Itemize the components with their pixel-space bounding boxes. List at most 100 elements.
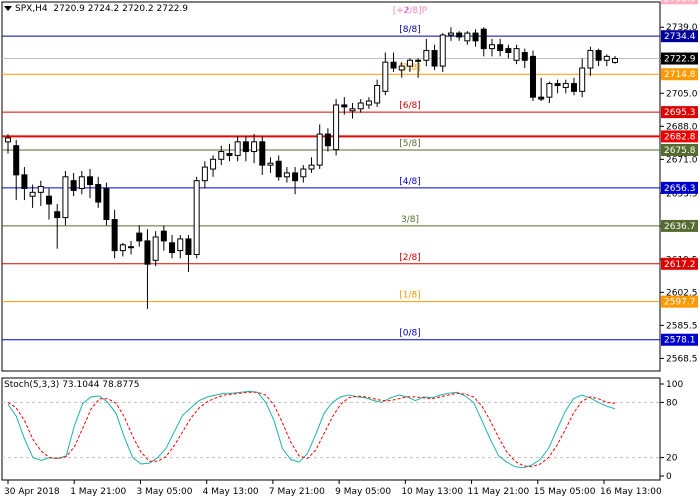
- x-tick-label: 9 May 05:00: [335, 487, 391, 497]
- candle: [234, 136, 241, 162]
- open-value: 2720.9: [53, 4, 85, 14]
- candle: [570, 77, 577, 96]
- candle: [54, 203, 61, 249]
- candle: [521, 48, 528, 69]
- current-price-text: 2722.9: [664, 55, 696, 65]
- y-tick-label: 2739.0: [666, 23, 698, 33]
- stoch-signal-value: 78.8775: [102, 380, 140, 390]
- price-label-box: 2636.7: [661, 219, 698, 232]
- candle: [612, 55, 618, 64]
- candle: [513, 44, 520, 65]
- candle: [226, 143, 233, 162]
- triangle-down-icon: [4, 6, 12, 11]
- candle: [308, 157, 315, 173]
- candle: [136, 225, 143, 247]
- price-label-box: 2675.8: [661, 143, 698, 156]
- price-label-text: 2675.8: [664, 146, 696, 156]
- x-tick-label: 4 May 13:00: [203, 487, 259, 497]
- y-tick-label: 2568.5: [666, 354, 698, 364]
- candle: [87, 169, 94, 199]
- price-label-box: 2617.2: [661, 257, 698, 270]
- candle: [29, 184, 36, 208]
- murrey-level-label: [8/8]: [399, 25, 421, 35]
- candle: [119, 242, 126, 257]
- symbol-label: SPX,H4: [15, 4, 48, 14]
- candle: [472, 29, 479, 47]
- candle: [275, 155, 282, 181]
- close-value: 2722.9: [156, 4, 189, 14]
- murrey-level-label: [5/8]: [399, 139, 421, 149]
- candle: [210, 155, 217, 177]
- candle: [406, 58, 413, 72]
- candle: [78, 170, 85, 195]
- x-tick-label: 1 May 21:00: [70, 487, 126, 497]
- candle: [439, 33, 446, 72]
- candle: [267, 157, 274, 173]
- stoch-main-line: [7, 390, 616, 469]
- price-label-box: 2656.3: [661, 181, 698, 194]
- candle: [324, 128, 331, 152]
- candle: [341, 97, 348, 115]
- price-label-box: 2682.8: [661, 130, 698, 143]
- candle: [103, 182, 110, 226]
- candle: [390, 52, 397, 72]
- price-label-text: 2578.1: [664, 336, 696, 346]
- candle: [497, 38, 504, 57]
- candle: [423, 38, 430, 67]
- x-tick-label: 10 May 13:00: [401, 487, 463, 497]
- stoch-tick-label: 20: [666, 454, 678, 464]
- candle: [251, 134, 258, 164]
- candle: [242, 136, 249, 162]
- candle: [505, 44, 512, 59]
- candle: [193, 176, 200, 259]
- candle: [464, 31, 471, 45]
- price-label-text: 2714.8: [664, 70, 696, 80]
- murrey-level-label: 3/8]: [401, 215, 419, 225]
- y-tick-label: 2688.0: [666, 122, 698, 132]
- candle: [415, 58, 422, 78]
- candle: [333, 99, 340, 156]
- price-label-box: 2597.7: [661, 295, 698, 308]
- candle: [562, 79, 569, 94]
- price-panel-frame: [1, 1, 661, 372]
- x-tick-label: 16 May 13:00: [600, 487, 662, 497]
- candle: [70, 172, 77, 197]
- candle: [111, 209, 118, 259]
- candle: [259, 136, 266, 175]
- candle: [169, 235, 176, 259]
- candle: [218, 145, 225, 166]
- candle: [201, 161, 208, 189]
- candle: [365, 97, 372, 109]
- x-tick-label: 3 May 05:00: [136, 487, 192, 497]
- price-label-box: 2695.3: [661, 106, 698, 119]
- stoch-panel-frame: [1, 377, 661, 481]
- x-tick-label: 15 May 05:00: [534, 487, 596, 497]
- stoch-header: Stoch(5,3,3) 73.1044 78.8775: [4, 380, 140, 390]
- x-tick-label: 30 Apr 2018: [4, 487, 60, 497]
- candle: [152, 231, 159, 267]
- candle: [283, 167, 290, 183]
- price-label-text: 2753.9: [664, 0, 696, 4]
- candle: [595, 48, 602, 67]
- low-value: 2720.2: [122, 4, 154, 14]
- candle: [177, 235, 184, 259]
- x-tick-label: 11 May 21:00: [468, 487, 530, 497]
- candle: [185, 235, 192, 272]
- candle: [398, 62, 405, 78]
- stoch-signal-line: [7, 391, 616, 468]
- murrey-level-label: [4/8]: [399, 177, 421, 187]
- y-tick-label: 2602.5: [666, 288, 698, 298]
- stoch-name: Stoch(5,3,3): [4, 380, 60, 390]
- candle: [349, 102, 356, 119]
- candle: [554, 79, 561, 94]
- y-tick-label: 2671.0: [666, 155, 698, 165]
- stoch-tick-label: 100: [666, 380, 683, 390]
- candle: [128, 240, 135, 255]
- candle: [529, 50, 536, 102]
- candle: [13, 139, 20, 201]
- price-label-text: 2636.7: [664, 222, 696, 232]
- murrey-level-label: [1/8]: [399, 291, 421, 301]
- candle: [316, 124, 323, 170]
- price-label-text: 2682.8: [664, 132, 696, 142]
